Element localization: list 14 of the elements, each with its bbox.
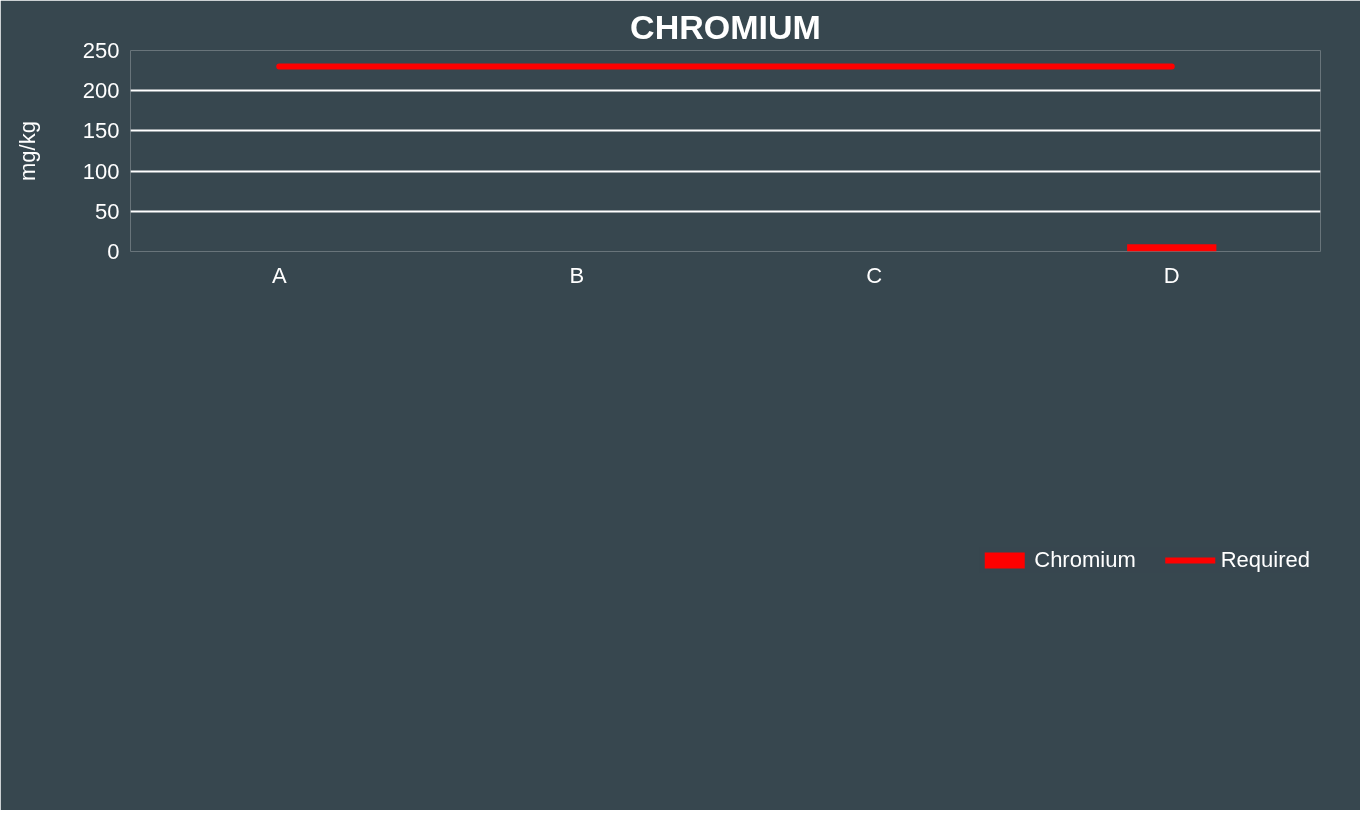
- x-tick-label: D: [1163, 262, 1180, 288]
- x-tick-label: B: [569, 262, 585, 288]
- chart-title: CHROMIUM: [630, 7, 821, 46]
- y-tick-label: 50: [95, 198, 120, 224]
- y-tick-label: 100: [82, 158, 120, 184]
- x-tick-label: C: [866, 262, 883, 288]
- y-tick-label: 200: [82, 78, 120, 104]
- y-tick-label: 150: [82, 118, 120, 144]
- y-axis-title: mg/kg: [14, 121, 40, 181]
- y-tick-label: 0: [107, 239, 120, 264]
- x-tick-label: A: [271, 262, 287, 288]
- legend-label: Chromium: [1034, 547, 1136, 573]
- legend-label: Required: [1220, 547, 1310, 573]
- y-tick-label: 250: [82, 38, 120, 63]
